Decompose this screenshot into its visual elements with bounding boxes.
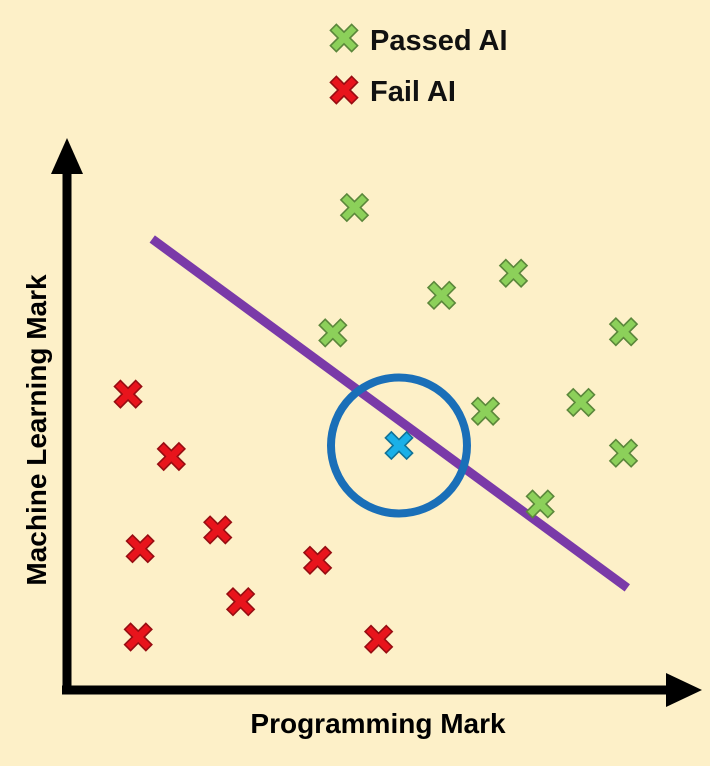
point-fail-ai: [156, 441, 187, 472]
legend: Passed AI Fail AI: [329, 23, 508, 108]
point-fail-ai: [113, 379, 143, 409]
point-passed-ai: [318, 318, 348, 348]
legend-label-passed: Passed AI: [370, 25, 508, 57]
point-fail-ai: [123, 622, 153, 652]
point-passed-ai: [525, 489, 555, 519]
point-passed-ai: [426, 280, 457, 311]
query-point: [384, 430, 414, 461]
decision-boundary-line: [149, 235, 630, 592]
point-passed-ai: [566, 387, 596, 418]
legend-marker-fail: [329, 75, 359, 105]
point-passed-ai: [608, 438, 639, 468]
y-axis-arrowhead: [51, 138, 83, 174]
point-fail-ai: [125, 533, 155, 564]
legend-label-fail: Fail AI: [370, 76, 456, 108]
legend-marker-passed: [329, 23, 359, 53]
highlight-circle: [326, 373, 471, 518]
legend-marker-fail-x: [329, 75, 359, 105]
point-passed-ai: [498, 258, 529, 288]
point-fail-ai: [225, 586, 256, 617]
point-passed-ai: [470, 396, 501, 426]
point-passed-ai: [608, 317, 639, 347]
axes: [51, 138, 702, 707]
point-fail-ai: [203, 515, 233, 545]
point-fail-ai: [302, 545, 333, 575]
x-axis-label: Programming Mark: [250, 708, 506, 739]
legend-marker-passed-x: [329, 23, 359, 53]
y-axis-label: Machine Learning Mark: [21, 274, 52, 586]
point-fail-ai: [363, 624, 394, 654]
chart-marks: [113, 192, 639, 654]
point-passed-ai: [339, 192, 370, 223]
x-axis-arrowhead: [666, 673, 702, 707]
